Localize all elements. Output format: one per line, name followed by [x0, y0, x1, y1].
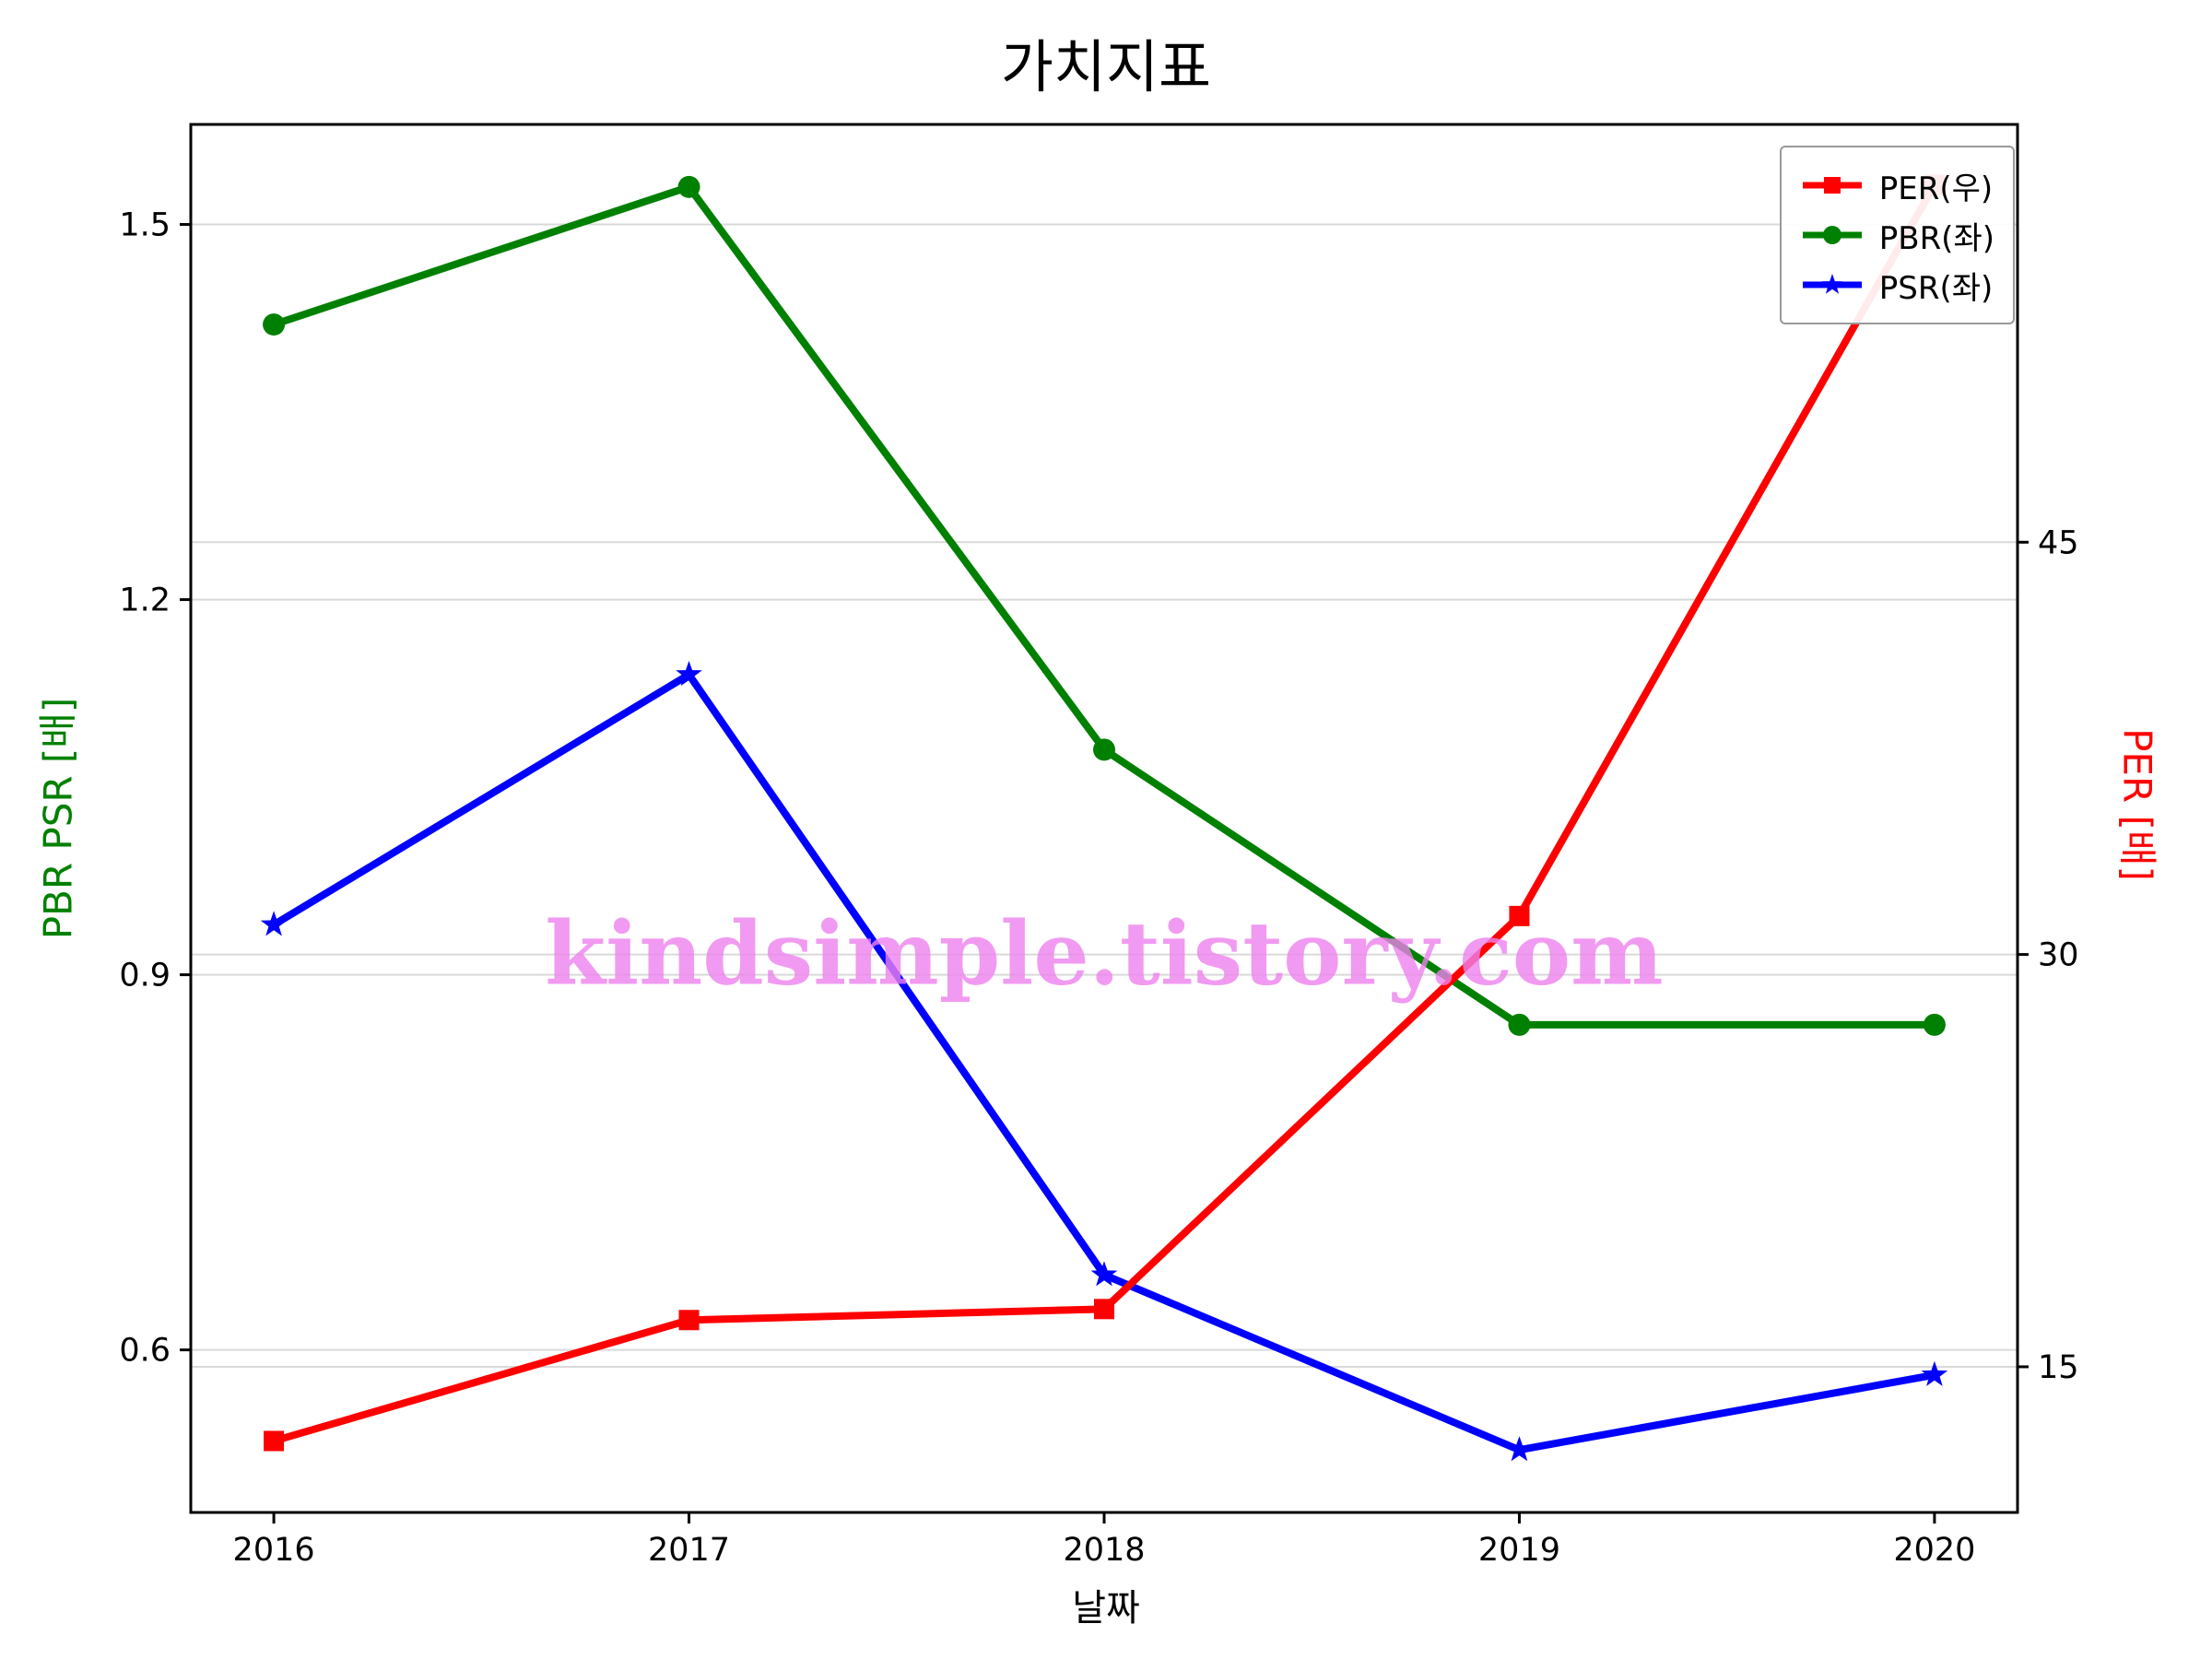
square-marker-icon — [264, 1430, 285, 1452]
circle-marker-icon — [677, 175, 700, 198]
tick-label: 15 — [2038, 1349, 2079, 1386]
legend: PER(우) PBR(좌) PSR(좌) — [1779, 146, 2015, 324]
tick-label: 30 — [2038, 937, 2079, 974]
per-line-sample — [1802, 177, 1862, 194]
circle-marker-icon — [263, 313, 286, 336]
right-axis-label: PER [배] — [2114, 728, 2160, 881]
star-marker-icon — [676, 661, 702, 687]
legend-item-psr: PSR(좌) — [1800, 260, 1994, 310]
legend-item-per: PER(우) — [1800, 160, 1994, 210]
psr-line-sample — [1802, 274, 1862, 294]
tick-label: 45 — [2038, 524, 2079, 561]
circle-marker-icon — [1508, 1013, 1531, 1036]
tick-label: 2016 — [233, 1532, 315, 1569]
star-marker-icon — [1506, 1436, 1533, 1462]
tick-label: 0.6 — [119, 1333, 171, 1370]
left-axis-label: PBR PSR [배] — [35, 697, 81, 940]
tick-label: 2020 — [1893, 1532, 1975, 1569]
star-marker-icon — [1090, 1261, 1118, 1287]
star-marker-icon — [1921, 1360, 1948, 1386]
star-marker-icon — [1821, 274, 1843, 294]
circle-marker-icon — [1822, 226, 1841, 244]
legend-item-pbr: PBR(좌) — [1800, 210, 1994, 260]
circle-marker-icon — [1923, 1013, 1946, 1036]
legend-label-psr: PSR(좌) — [1878, 269, 1994, 307]
circle-marker-icon — [1093, 738, 1115, 761]
square-marker-icon — [1509, 905, 1530, 926]
tick-label: 1.5 — [119, 207, 171, 244]
watermark-text: kindsimple.tistory.com — [545, 902, 1664, 1006]
series-line — [270, 670, 1938, 1454]
series-line — [270, 182, 1938, 1029]
tick-label: 2017 — [648, 1532, 730, 1569]
square-marker-icon — [1823, 177, 1841, 194]
tick-label: 0.9 — [119, 958, 171, 994]
legend-label-per: PER(우) — [1878, 170, 1994, 207]
x-axis-label: 날짜 — [1072, 1587, 1140, 1630]
legend-label-pbr: PBR(좌) — [1878, 219, 1994, 257]
tick-label: 2018 — [1063, 1532, 1145, 1569]
square-marker-icon — [678, 1310, 700, 1331]
pbr-line-sample — [1802, 226, 1862, 244]
star-marker-icon — [260, 911, 288, 936]
tick-label: 2019 — [1478, 1532, 1560, 1569]
square-marker-icon — [1094, 1299, 1114, 1320]
chart-title: 가치지표 — [1000, 33, 1212, 100]
series-line — [270, 181, 1938, 1445]
tick-label: 1.2 — [119, 582, 171, 619]
